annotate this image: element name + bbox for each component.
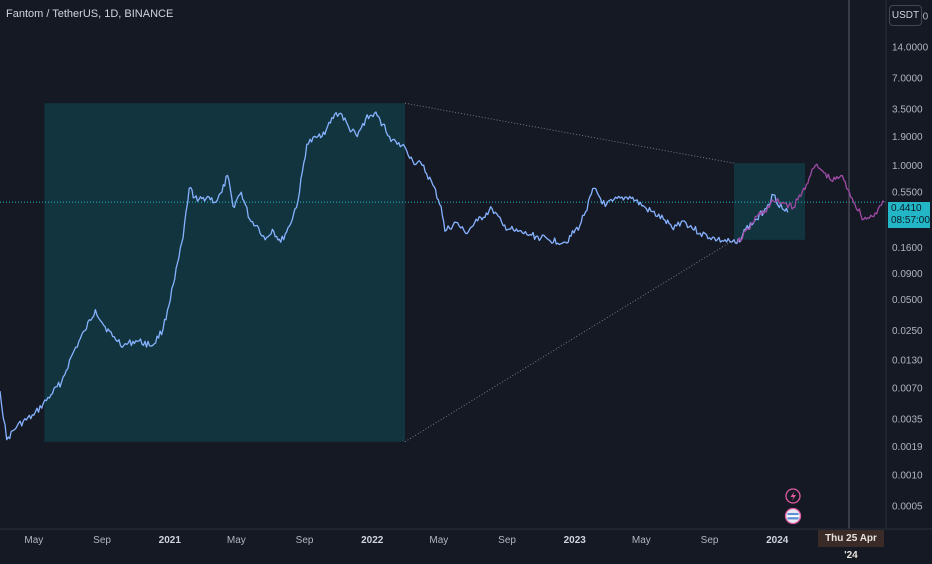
- lightning-icon[interactable]: [785, 488, 801, 504]
- bar-countdown: 08:57:00: [891, 215, 930, 226]
- price-tick-label: 0.0019: [892, 442, 923, 453]
- currency-button[interactable]: USDT: [889, 5, 922, 26]
- price-tick-label: 0.0005: [892, 502, 923, 513]
- time-tick-label: Sep: [296, 535, 314, 546]
- price-tick-label: 0.0035: [892, 414, 923, 425]
- crosshair-date-label: Thu 25 Apr '24: [818, 530, 884, 561]
- price-tick-label: 0.0130: [892, 356, 923, 367]
- price-series: [0, 111, 885, 441]
- time-tick-label: May: [24, 535, 43, 546]
- time-tick-label: Sep: [701, 535, 719, 546]
- price-tick-label: 0.0900: [892, 269, 923, 280]
- price-tick-label: 0.1600: [892, 243, 923, 254]
- price-tick-label: 7.0000: [892, 74, 923, 85]
- price-tick-label: 0.0070: [892, 383, 923, 394]
- projection-line-series: [737, 163, 885, 243]
- current-price-badge: 0.4410 08:57:00: [888, 202, 930, 228]
- flag-icon[interactable]: [784, 507, 802, 525]
- chart-title: Fantom / TetherUS, 1D, BINANCE: [6, 8, 174, 20]
- time-tick-label: 2022: [361, 535, 384, 546]
- time-tick-label: May: [227, 535, 246, 546]
- price-tick-label: 3.5000: [892, 105, 923, 116]
- time-tick-label: 2023: [564, 535, 587, 546]
- price-tick-label: 0.0250: [892, 326, 923, 337]
- highlight-box: [733, 163, 806, 240]
- trendline: [404, 239, 735, 443]
- price-tick-label: 0.5500: [892, 188, 923, 199]
- price-tick-label: 0.0010: [892, 471, 923, 482]
- trendline: [404, 102, 735, 164]
- time-tick-label: 2021: [159, 535, 182, 546]
- highlight-box: [44, 103, 405, 442]
- price-line-series: [0, 111, 789, 441]
- time-tick-label: May: [632, 535, 651, 546]
- price-tick-label: 0.0500: [892, 295, 923, 306]
- price-chart[interactable]: 28.000014.00007.00003.50001.90001.00000.…: [0, 0, 932, 550]
- price-tick-label: 14.0000: [892, 43, 929, 54]
- price-tick-label: 1.0000: [892, 161, 923, 172]
- time-tick-label: Sep: [93, 535, 111, 546]
- time-tick-label: Sep: [498, 535, 516, 546]
- time-axis[interactable]: May Sep 2021 May Sep 2022 May Sep 2023 May Sep 2024: [24, 535, 788, 546]
- price-tick-label: 1.9000: [892, 132, 923, 143]
- time-tick-label: May: [429, 535, 448, 546]
- time-tick-label: 2024: [766, 535, 789, 546]
- highlight-boxes: [44, 103, 806, 442]
- current-price-value: 0.4410: [891, 203, 922, 214]
- trendlines: [404, 102, 735, 443]
- price-axis[interactable]: 28.000014.00007.00003.50001.90001.00000.…: [892, 11, 929, 512]
